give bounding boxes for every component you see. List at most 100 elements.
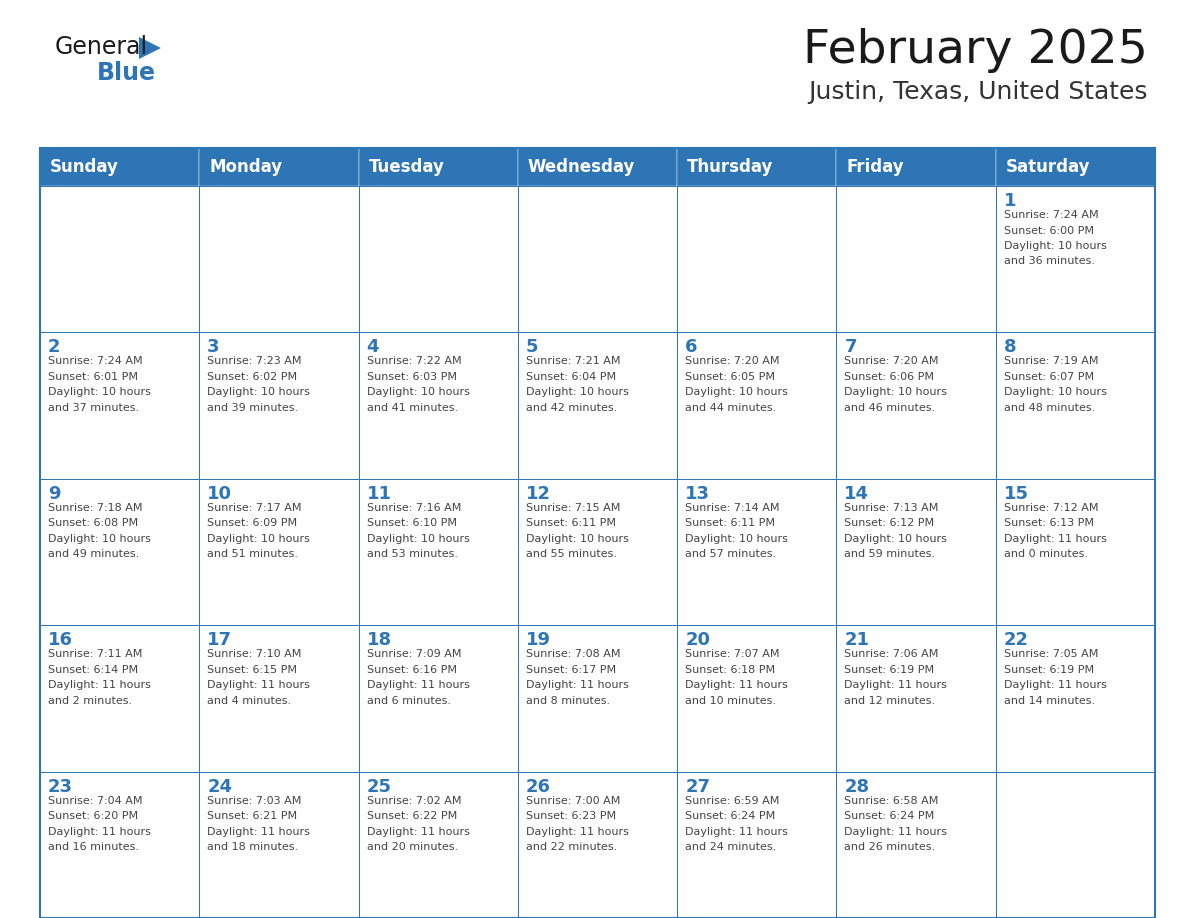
Text: Daylight: 10 hours: Daylight: 10 hours	[207, 387, 310, 397]
Bar	[359, 479, 518, 625]
Text: and 48 minutes.: and 48 minutes.	[1004, 403, 1095, 413]
Text: Daylight: 11 hours: Daylight: 11 hours	[48, 826, 151, 836]
Text: 7: 7	[845, 339, 857, 356]
Text: Sunset: 6:18 PM: Sunset: 6:18 PM	[685, 665, 776, 675]
Text: Sunrise: 7:17 AM: Sunrise: 7:17 AM	[207, 503, 302, 513]
Text: 2: 2	[48, 339, 61, 356]
Text: 16: 16	[48, 632, 72, 649]
Text: and 42 minutes.: and 42 minutes.	[526, 403, 617, 413]
Text: and 24 minutes.: and 24 minutes.	[685, 842, 777, 852]
Bar	[40, 148, 1155, 918]
Text: 21: 21	[845, 632, 870, 649]
Text: Sunset: 6:23 PM: Sunset: 6:23 PM	[526, 812, 617, 821]
Bar	[677, 332, 836, 479]
Text: February 2025: February 2025	[803, 28, 1148, 73]
Text: and 10 minutes.: and 10 minutes.	[685, 696, 776, 706]
Text: Sunset: 6:12 PM: Sunset: 6:12 PM	[845, 519, 935, 528]
Text: Sunrise: 6:59 AM: Sunrise: 6:59 AM	[685, 796, 779, 806]
Text: Sunset: 6:20 PM: Sunset: 6:20 PM	[48, 812, 138, 821]
Text: Blue: Blue	[97, 61, 156, 85]
Text: Daylight: 10 hours: Daylight: 10 hours	[367, 387, 469, 397]
Bar	[40, 186, 200, 332]
Bar	[836, 772, 996, 918]
Text: Daylight: 11 hours: Daylight: 11 hours	[367, 826, 469, 836]
Text: Daylight: 10 hours: Daylight: 10 hours	[845, 387, 947, 397]
Text: Sunrise: 7:24 AM: Sunrise: 7:24 AM	[1004, 210, 1099, 220]
Bar	[836, 148, 996, 186]
Text: and 53 minutes.: and 53 minutes.	[367, 549, 457, 559]
Text: Daylight: 11 hours: Daylight: 11 hours	[207, 826, 310, 836]
Text: 26: 26	[526, 778, 551, 796]
Text: 18: 18	[367, 632, 392, 649]
Text: and 46 minutes.: and 46 minutes.	[845, 403, 936, 413]
Text: Monday: Monday	[209, 158, 283, 176]
Text: Saturday: Saturday	[1006, 158, 1091, 176]
Text: Sunrise: 7:16 AM: Sunrise: 7:16 AM	[367, 503, 461, 513]
Text: Sunrise: 7:24 AM: Sunrise: 7:24 AM	[48, 356, 143, 366]
Text: 10: 10	[207, 485, 233, 503]
Text: Daylight: 10 hours: Daylight: 10 hours	[685, 387, 788, 397]
Text: 17: 17	[207, 632, 233, 649]
Text: Sunset: 6:11 PM: Sunset: 6:11 PM	[526, 519, 615, 528]
Text: and 14 minutes.: and 14 minutes.	[1004, 696, 1095, 706]
Text: Sunrise: 7:20 AM: Sunrise: 7:20 AM	[845, 356, 939, 366]
Text: Thursday: Thursday	[687, 158, 773, 176]
Text: and 20 minutes.: and 20 minutes.	[367, 842, 457, 852]
Text: Sunrise: 6:58 AM: Sunrise: 6:58 AM	[845, 796, 939, 806]
Text: and 12 minutes.: and 12 minutes.	[845, 696, 936, 706]
Text: Sunset: 6:10 PM: Sunset: 6:10 PM	[367, 519, 456, 528]
Text: Sunset: 6:00 PM: Sunset: 6:00 PM	[1004, 226, 1094, 236]
Text: 25: 25	[367, 778, 392, 796]
Text: Sunrise: 7:04 AM: Sunrise: 7:04 AM	[48, 796, 143, 806]
Text: Daylight: 11 hours: Daylight: 11 hours	[685, 826, 788, 836]
Bar	[518, 148, 677, 186]
Bar	[677, 186, 836, 332]
Text: and 4 minutes.: and 4 minutes.	[207, 696, 291, 706]
Text: 5: 5	[526, 339, 538, 356]
Text: and 39 minutes.: and 39 minutes.	[207, 403, 298, 413]
Text: Justin, Texas, United States: Justin, Texas, United States	[809, 80, 1148, 104]
Text: Sunset: 6:08 PM: Sunset: 6:08 PM	[48, 519, 138, 528]
Bar	[836, 332, 996, 479]
Bar	[996, 332, 1155, 479]
Text: Sunset: 6:04 PM: Sunset: 6:04 PM	[526, 372, 617, 382]
Text: Sunrise: 7:19 AM: Sunrise: 7:19 AM	[1004, 356, 1098, 366]
Text: Daylight: 11 hours: Daylight: 11 hours	[685, 680, 788, 690]
Bar	[518, 332, 677, 479]
Text: Sunrise: 7:09 AM: Sunrise: 7:09 AM	[367, 649, 461, 659]
Text: Daylight: 11 hours: Daylight: 11 hours	[48, 680, 151, 690]
Bar	[359, 186, 518, 332]
Text: and 51 minutes.: and 51 minutes.	[207, 549, 298, 559]
Text: Sunrise: 7:22 AM: Sunrise: 7:22 AM	[367, 356, 461, 366]
Text: Friday: Friday	[846, 158, 904, 176]
Bar	[359, 625, 518, 772]
Text: Sunset: 6:16 PM: Sunset: 6:16 PM	[367, 665, 456, 675]
Text: and 18 minutes.: and 18 minutes.	[207, 842, 298, 852]
Text: Sunset: 6:19 PM: Sunset: 6:19 PM	[1004, 665, 1094, 675]
Bar	[40, 148, 200, 186]
Text: 8: 8	[1004, 339, 1017, 356]
Bar	[40, 479, 200, 625]
Text: Sunset: 6:14 PM: Sunset: 6:14 PM	[48, 665, 138, 675]
Text: Daylight: 11 hours: Daylight: 11 hours	[845, 680, 947, 690]
Text: Daylight: 11 hours: Daylight: 11 hours	[845, 826, 947, 836]
Bar	[996, 479, 1155, 625]
Text: and 49 minutes.: and 49 minutes.	[48, 549, 139, 559]
Text: Sunset: 6:09 PM: Sunset: 6:09 PM	[207, 519, 297, 528]
Text: Sunset: 6:17 PM: Sunset: 6:17 PM	[526, 665, 617, 675]
Text: 27: 27	[685, 778, 710, 796]
Text: Sunset: 6:02 PM: Sunset: 6:02 PM	[207, 372, 297, 382]
Bar	[40, 772, 200, 918]
Text: 19: 19	[526, 632, 551, 649]
Text: 6: 6	[685, 339, 697, 356]
Bar	[518, 479, 677, 625]
Text: Sunrise: 7:15 AM: Sunrise: 7:15 AM	[526, 503, 620, 513]
Text: and 37 minutes.: and 37 minutes.	[48, 403, 139, 413]
Text: Sunset: 6:06 PM: Sunset: 6:06 PM	[845, 372, 935, 382]
Text: Sunset: 6:11 PM: Sunset: 6:11 PM	[685, 519, 775, 528]
Text: Sunrise: 7:00 AM: Sunrise: 7:00 AM	[526, 796, 620, 806]
Text: Sunset: 6:01 PM: Sunset: 6:01 PM	[48, 372, 138, 382]
Text: Sunrise: 7:03 AM: Sunrise: 7:03 AM	[207, 796, 302, 806]
Text: Tuesday: Tuesday	[368, 158, 444, 176]
Text: 13: 13	[685, 485, 710, 503]
